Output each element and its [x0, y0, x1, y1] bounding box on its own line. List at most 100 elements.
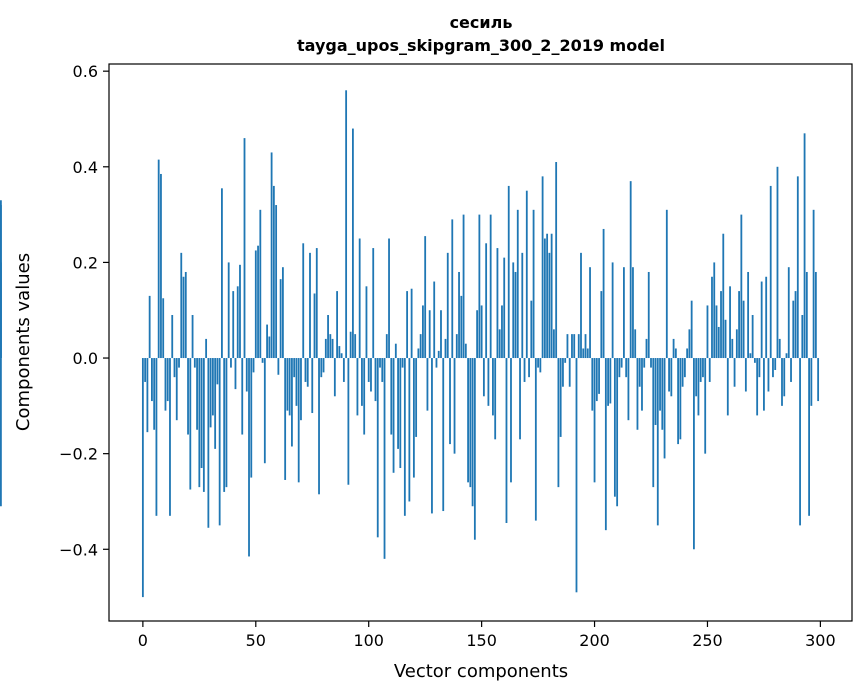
bar	[272, 185, 275, 359]
bar	[772, 358, 774, 378]
bar	[442, 358, 445, 512]
bar	[460, 295, 463, 359]
bar	[620, 358, 623, 368]
bar	[584, 334, 587, 359]
bar	[171, 315, 174, 359]
bar	[613, 358, 616, 497]
bar	[367, 358, 370, 382]
bar	[550, 233, 553, 359]
bar	[309, 252, 311, 359]
bar	[632, 267, 634, 359]
y-tick-label: −0.4	[59, 540, 98, 559]
bar	[182, 276, 185, 359]
bar	[528, 358, 530, 378]
bar	[440, 310, 442, 359]
bar	[751, 315, 754, 359]
bar	[546, 233, 549, 359]
bar	[665, 209, 668, 359]
bar	[372, 248, 375, 359]
bar	[412, 358, 415, 478]
bar	[216, 358, 219, 385]
bar	[715, 305, 718, 359]
bar	[505, 358, 508, 523]
bar	[711, 276, 713, 359]
bar	[713, 262, 716, 359]
bar	[374, 358, 377, 402]
bar	[647, 271, 650, 359]
bar	[406, 291, 409, 359]
bar	[234, 358, 237, 390]
bar	[747, 271, 750, 359]
bar	[790, 358, 792, 382]
bar	[164, 358, 167, 411]
bar	[717, 326, 720, 359]
bar	[521, 252, 524, 359]
bar	[336, 291, 338, 359]
bar	[562, 358, 564, 387]
bar	[693, 358, 695, 550]
bar	[616, 358, 619, 507]
bar	[422, 305, 424, 359]
bar	[487, 358, 490, 406]
bar	[690, 300, 693, 359]
bar	[744, 358, 747, 392]
bar	[453, 358, 456, 454]
bar	[799, 358, 801, 526]
bar	[333, 358, 336, 397]
bar	[600, 291, 603, 359]
bar	[232, 291, 235, 359]
bar	[532, 209, 535, 359]
bar	[153, 358, 156, 430]
bar	[602, 228, 605, 359]
bar	[169, 358, 171, 516]
bar	[469, 358, 472, 488]
bar	[473, 358, 476, 540]
bar	[623, 267, 625, 359]
bar	[451, 219, 454, 359]
bar	[708, 358, 711, 382]
bar	[311, 358, 314, 414]
bar	[496, 248, 499, 359]
y-axis-ticks: −0.4 −0.2 0.0 0.2 0.4 0.6	[59, 62, 109, 559]
bar	[683, 358, 686, 378]
bar	[464, 343, 467, 359]
bar	[458, 271, 460, 359]
bar	[636, 358, 639, 430]
x-axis-label: Vector components	[394, 661, 568, 682]
chart-title-line-2: tayga_upos_skipgram_300_2_2019 model	[297, 36, 665, 55]
bar	[722, 233, 725, 359]
bar	[787, 267, 790, 359]
bar	[385, 334, 388, 359]
bar	[338, 346, 341, 359]
bar	[279, 279, 282, 359]
bar	[482, 358, 485, 397]
bar	[512, 262, 515, 359]
bar	[740, 214, 743, 359]
bar	[157, 159, 160, 359]
bar	[686, 348, 689, 359]
bar	[706, 305, 709, 359]
bar	[810, 358, 813, 406]
bar	[634, 329, 637, 359]
bar	[769, 185, 772, 359]
bar	[492, 358, 494, 416]
bar	[345, 90, 348, 359]
bar	[268, 336, 271, 359]
y-tick-label: 0.0	[73, 349, 98, 368]
bar	[221, 188, 223, 359]
bar	[681, 358, 684, 387]
bar	[363, 358, 366, 435]
bar	[431, 358, 433, 514]
x-tick-label: 0	[138, 631, 148, 650]
bar	[501, 305, 503, 359]
bar	[485, 243, 488, 359]
bar	[178, 358, 180, 368]
bar	[403, 358, 406, 516]
bar	[796, 176, 799, 359]
bar	[534, 358, 537, 521]
bar	[379, 358, 381, 368]
bar	[577, 334, 580, 359]
bar	[200, 358, 203, 469]
bar	[270, 152, 273, 359]
